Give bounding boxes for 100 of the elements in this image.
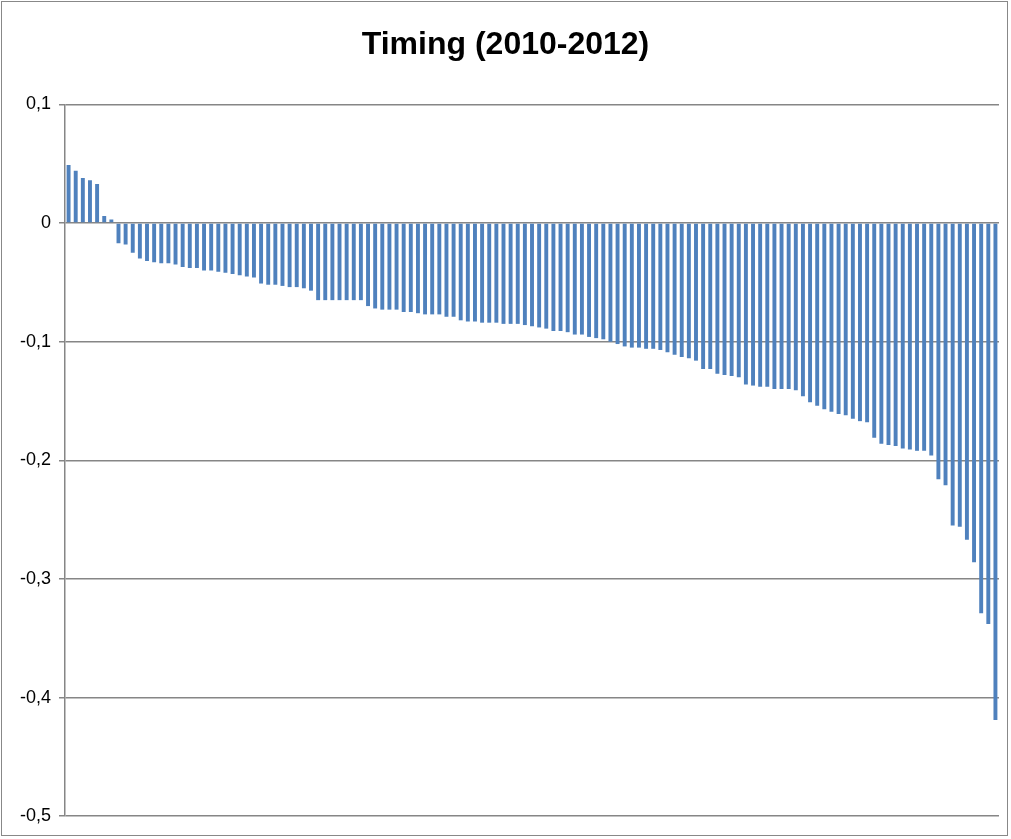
bar: [380, 223, 385, 310]
bar: [66, 164, 71, 223]
bar: [202, 223, 207, 271]
bar: [366, 223, 370, 307]
bar: [316, 223, 321, 301]
bar: [893, 223, 898, 447]
bar: [95, 183, 100, 223]
bar: [979, 223, 984, 614]
bar: [473, 223, 477, 322]
bar: [736, 223, 741, 378]
bar: [815, 223, 820, 406]
bar: [829, 223, 834, 412]
bar: [572, 223, 577, 335]
bar: [615, 223, 620, 345]
y-tick-label: -0,4: [19, 686, 52, 707]
bar: [701, 223, 706, 369]
bar: [351, 223, 356, 301]
bar: [743, 223, 748, 385]
bar: [430, 223, 435, 315]
bar: [636, 223, 641, 348]
bar: [900, 223, 905, 449]
bar: [508, 223, 513, 324]
bar: [579, 223, 584, 335]
bar: [301, 223, 306, 289]
bar: [594, 223, 599, 339]
bar: [130, 223, 135, 253]
bar: [544, 223, 549, 329]
bar: [209, 223, 214, 271]
bar: [330, 223, 335, 301]
bar: [244, 223, 249, 277]
bar: [907, 223, 912, 450]
bar: [686, 223, 691, 359]
bar: [772, 223, 777, 390]
bar: [858, 223, 862, 422]
bar: [109, 219, 114, 223]
bar: [194, 223, 199, 269]
bar: [444, 223, 449, 317]
bar: [145, 223, 149, 261]
bar: [793, 223, 798, 391]
bar: [451, 223, 456, 317]
y-tick-label: -0,2: [19, 449, 52, 470]
bar: [358, 223, 363, 301]
bar: [401, 223, 406, 313]
bar: [437, 223, 442, 315]
bar: [522, 223, 527, 326]
bar: [658, 223, 663, 350]
bar: [323, 223, 328, 301]
bar: [166, 223, 171, 264]
bar: [266, 223, 271, 285]
bar: [294, 223, 299, 288]
bar: [936, 223, 941, 480]
bar: [159, 223, 164, 264]
bar: [708, 223, 713, 369]
bar: [850, 223, 855, 419]
bar: [601, 223, 606, 340]
bar: [180, 223, 185, 267]
bar: [729, 223, 734, 377]
bar: [494, 223, 499, 323]
bar: [565, 223, 570, 333]
bar: [152, 223, 157, 263]
bar: [458, 223, 463, 321]
bar: [950, 223, 955, 526]
bar: [679, 223, 684, 358]
bar: [387, 223, 392, 310]
bar: [836, 223, 841, 415]
bar: [230, 223, 235, 275]
bar: [786, 223, 791, 390]
bar: [487, 223, 492, 323]
bar: [629, 223, 634, 348]
bar: [273, 223, 278, 285]
bar: [465, 223, 470, 322]
bar: [216, 223, 221, 272]
bar: [865, 223, 870, 423]
bar: [651, 223, 656, 349]
bar: [251, 223, 256, 278]
y-tick-label: 0,1: [25, 93, 52, 114]
bar: [964, 223, 969, 540]
bar: [515, 223, 520, 324]
bar: [986, 223, 991, 625]
y-tick-label: 0: [41, 212, 52, 232]
bar: [88, 180, 92, 223]
bar: [957, 223, 962, 527]
bar: [622, 223, 627, 347]
bar: [80, 177, 85, 223]
bar: [344, 223, 349, 301]
bar: [530, 223, 534, 327]
bar: [879, 223, 884, 444]
bar: [373, 223, 378, 309]
bar: [237, 223, 242, 276]
bar: [480, 223, 485, 323]
bar: [751, 223, 755, 386]
bar: [843, 223, 848, 416]
bar: [694, 223, 698, 361]
bar: [123, 223, 128, 245]
bar: [137, 223, 142, 259]
bar: [800, 223, 805, 397]
bar: [779, 223, 784, 390]
bar: [415, 223, 420, 314]
bar: [537, 223, 542, 328]
bar: [972, 223, 977, 563]
